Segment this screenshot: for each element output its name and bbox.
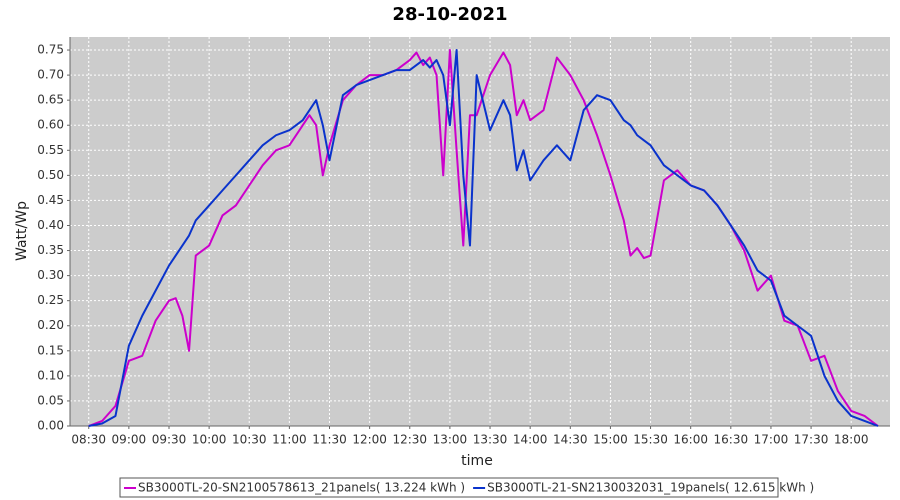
y-tick-label: 0.15 [37, 343, 64, 357]
legend-label: SB3000TL-20-SN2100578613_21panels( 13.22… [138, 481, 465, 495]
x-tick-label: 13:30 [473, 433, 508, 447]
x-tick-label: 14:30 [553, 433, 588, 447]
y-tick-label: 0.45 [37, 193, 64, 207]
y-tick-label: 0.00 [37, 419, 64, 433]
x-tick-label: 15:00 [593, 433, 628, 447]
x-tick-label: 15:30 [633, 433, 668, 447]
legend-label: SB3000TL-21-SN2130032031_19panels( 12.61… [487, 481, 814, 495]
x-tick-label: 16:30 [714, 433, 749, 447]
x-tick-label: 09:00 [112, 433, 147, 447]
y-tick-label: 0.70 [37, 68, 64, 82]
y-tick-label: 0.40 [37, 218, 64, 232]
series-line [88, 49, 879, 427]
legend-box [119, 477, 779, 498]
x-tick-label: 16:00 [673, 433, 708, 447]
y-axis-title: Watt/Wp [14, 201, 30, 261]
y-tick-label: 0.25 [37, 293, 64, 307]
y-tick-label: 0.75 [37, 43, 64, 57]
x-tick-label: 13:00 [433, 433, 468, 447]
x-tick-label: 10:00 [192, 433, 227, 447]
y-tick-label: 0.05 [37, 393, 64, 407]
x-tick-label: 17:00 [754, 433, 789, 447]
x-tick-label: 12:00 [352, 433, 387, 447]
x-tick-label: 11:30 [312, 433, 347, 447]
plot-area [70, 37, 890, 426]
y-tick-label: 0.20 [37, 318, 64, 332]
x-tick-label: 11:00 [272, 433, 307, 447]
chart-title: 28-10-2021 [392, 4, 507, 25]
x-axis-title: time [461, 453, 493, 469]
y-tick-label: 0.50 [37, 168, 64, 182]
y-tick-label: 0.60 [37, 118, 64, 132]
y-tick-label: 0.65 [37, 93, 64, 107]
y-tick-label: 0.55 [37, 143, 64, 157]
x-tick-label: 10:30 [232, 433, 267, 447]
x-tick-label: 09:30 [152, 433, 187, 447]
x-tick-label: 08:30 [71, 433, 106, 447]
x-tick-label: 18:00 [834, 433, 869, 447]
y-tick-label: 0.35 [37, 243, 64, 257]
x-tick-label: 14:00 [513, 433, 548, 447]
y-tick-label: 0.30 [37, 268, 64, 282]
x-tick-label: 17:30 [794, 433, 829, 447]
x-tick-label: 12:30 [392, 433, 427, 447]
y-tick-label: 0.10 [37, 368, 64, 382]
